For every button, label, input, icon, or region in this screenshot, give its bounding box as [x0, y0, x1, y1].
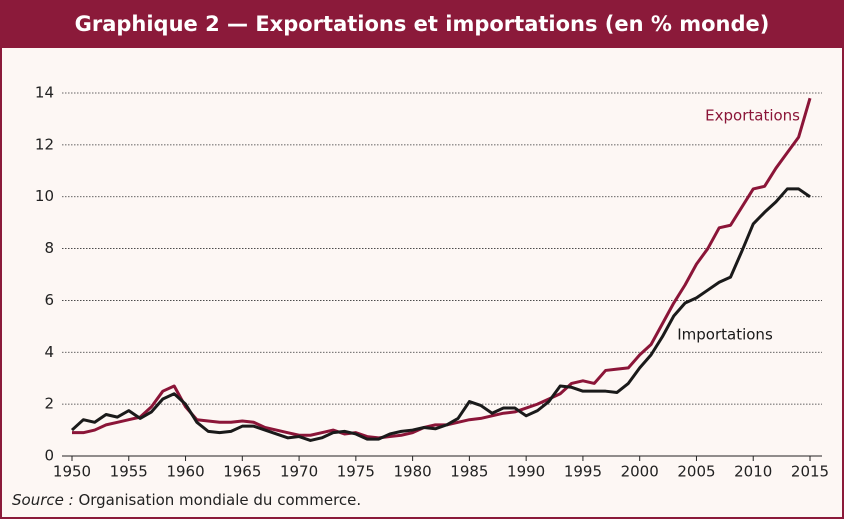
x-tick-label: 1980	[394, 463, 432, 481]
y-tick-label: 4	[44, 343, 54, 361]
x-tick-label: 1990	[507, 463, 545, 481]
y-tick-label: 8	[44, 239, 54, 257]
y-tick-label: 14	[35, 84, 54, 102]
x-tick-label: 2010	[734, 463, 772, 481]
y-tick-label: 6	[44, 291, 54, 309]
source-label: Source :	[12, 491, 74, 509]
y-tick-label: 12	[35, 135, 54, 153]
series-line	[70, 187, 811, 442]
header	[0, 0, 844, 48]
source: Source : Organisation mondiale du commer…	[12, 491, 361, 509]
x-tick-label: 2000	[621, 463, 659, 481]
source-text: Organisation mondiale du commerce.	[78, 491, 361, 509]
x-tick-label: 1965	[223, 463, 261, 481]
x-tick-label: 1995	[564, 463, 602, 481]
x-tick-label: 1960	[166, 463, 204, 481]
y-tick-label: 0	[44, 447, 54, 465]
x-tick-label: 1950	[53, 463, 91, 481]
y-tick-label: 10	[35, 187, 54, 205]
x-tick-label: 2005	[677, 463, 715, 481]
x-tick-label: 1970	[280, 463, 318, 481]
x-tick-label: 1985	[450, 463, 488, 481]
x-tick-label: 1955	[110, 463, 148, 481]
chart-title: Graphique 2 — Exportations et importatio…	[75, 12, 770, 36]
y-tick-label: 2	[44, 395, 54, 413]
series-label: Exportations	[705, 107, 800, 125]
x-tick-label: 2015	[791, 463, 829, 481]
x-tick-label: 1975	[337, 463, 375, 481]
series-label: Importations	[677, 326, 773, 344]
